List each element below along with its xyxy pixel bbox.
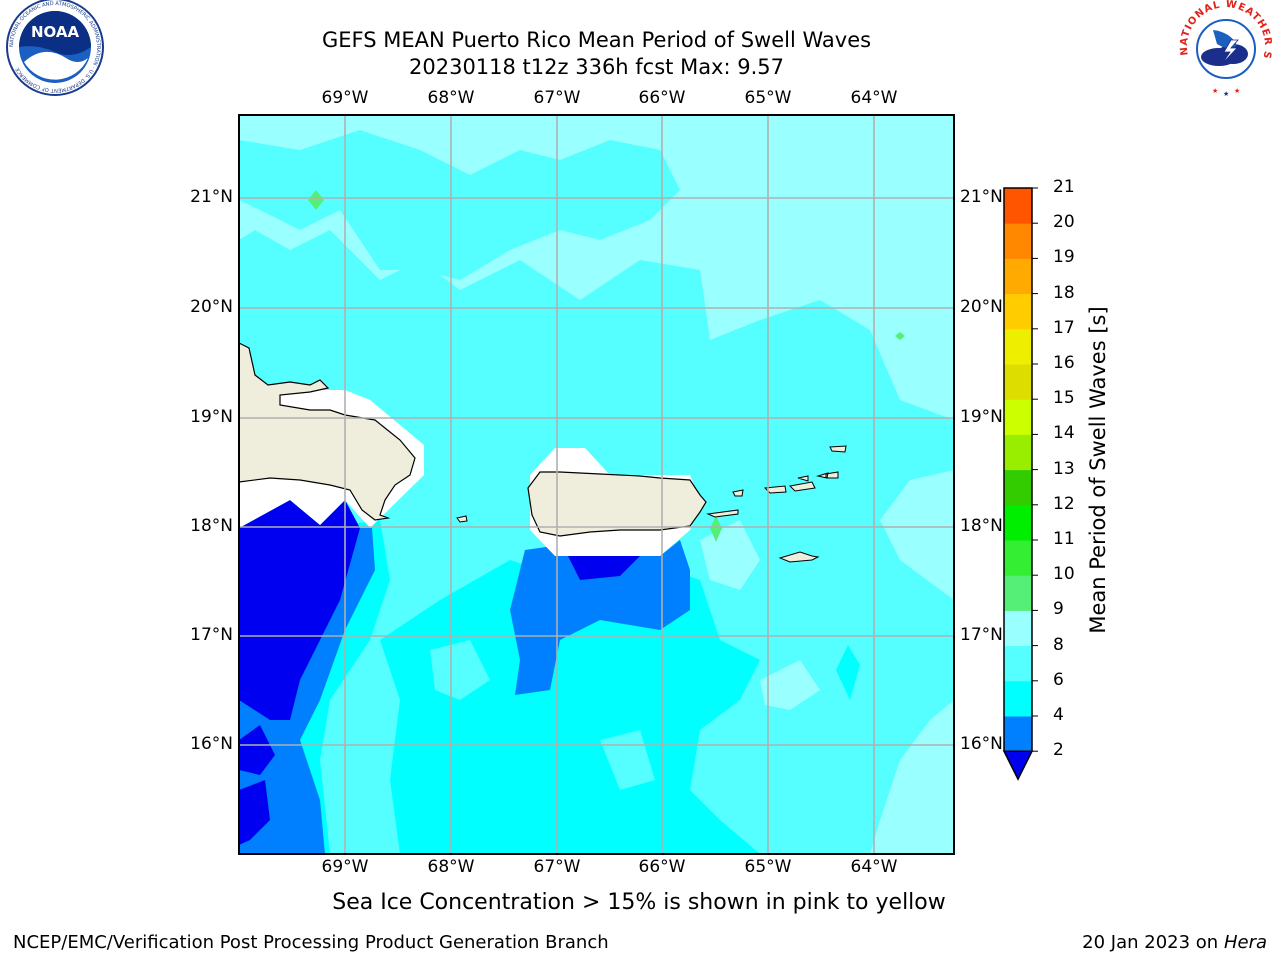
colorbar-tick-label: 21 [1053, 177, 1075, 197]
colorbar-tick-label: 8 [1053, 634, 1064, 655]
lon-label-bottom: 64°W [850, 857, 898, 877]
colorbar-segment [1004, 364, 1032, 400]
lat-label-left: 19°N [190, 407, 233, 427]
lat-label-right: 18°N [960, 516, 1003, 536]
colorbar-segment [1004, 258, 1032, 295]
colorbar-segment [1004, 434, 1032, 471]
land-hispaniola [239, 342, 416, 521]
lon-label-top: 67°W [533, 88, 581, 108]
colorbar-segment [1004, 469, 1032, 506]
lat-label-left: 21°N [190, 187, 233, 207]
lat-label-left: 16°N [190, 734, 233, 754]
contour-9-10-spot1 [308, 190, 324, 210]
svg-text:★: ★ [1223, 90, 1229, 98]
island-tortola [788, 481, 816, 492]
contour-6-8-top [239, 130, 680, 280]
colorbar-segment [1004, 504, 1032, 541]
contour-4-6-east-spot [836, 645, 860, 700]
island-virgin-gorda [797, 471, 839, 482]
colorbar-tick-label: 14 [1053, 423, 1075, 444]
colorbar-tick-label: 6 [1053, 669, 1064, 690]
lon-label-top: 65°W [744, 88, 792, 108]
svg-text:★: ★ [1212, 87, 1218, 95]
footer-branch: NCEP/EMC/Verification Post Processing Pr… [13, 932, 609, 953]
colorbar-extend-arrow [1002, 750, 1034, 781]
lat-label-left: 17°N [190, 625, 233, 645]
colorbar-segment [1004, 575, 1032, 611]
contour-below-2-west [239, 500, 360, 845]
colorbar-tick-label: 19 [1053, 247, 1075, 268]
colorbar-tick-label: 4 [1053, 705, 1064, 725]
colorbar-tick-label: 11 [1053, 529, 1075, 549]
colorbar-segment [1004, 645, 1032, 682]
colorbar-tick-label: 17 [1053, 317, 1075, 338]
island-st-thomas [732, 489, 744, 497]
colorbar-segment [1004, 716, 1032, 752]
island-mona [456, 515, 468, 523]
chart-subtitle: 20230118 t12z 336h fcst Max: 9.57 [409, 55, 784, 79]
footer-date: 20 Jan 2023 on Hera [1082, 932, 1267, 953]
contour-2-4-pr-south [510, 540, 690, 695]
colorbar-segment [1004, 223, 1032, 259]
lon-label-bottom: 66°W [638, 857, 686, 877]
colorbar-tick-label: 9 [1053, 599, 1064, 620]
colorbar-segment [1004, 328, 1032, 365]
lon-label-bottom: 67°W [533, 857, 581, 877]
svg-text:★: ★ [1234, 87, 1240, 95]
colorbar-tick-label: 12 [1053, 493, 1075, 514]
colorbar-tick-label: 13 [1053, 458, 1075, 479]
island-vieques [706, 509, 739, 518]
lat-label-right: 17°N [960, 625, 1003, 645]
colorbar-segment [1004, 399, 1032, 435]
lat-label-right: 19°N [960, 407, 1003, 427]
lon-label-top: 66°W [638, 88, 686, 108]
colorbar-label: Mean Period of Swell Waves [s] [1086, 306, 1110, 634]
sea-ice-note: Sea Ice Concentration > 15% is shown in … [332, 890, 946, 915]
island-anegada [829, 445, 847, 453]
lat-label-left: 18°N [190, 516, 233, 536]
contour-8-9-se2 [760, 660, 820, 710]
lat-label-left: 20°N [190, 297, 233, 317]
contour-9-10-spot2 [710, 516, 722, 542]
colorbar-tick-label: 10 [1053, 564, 1075, 585]
colorbar-tick-label: 15 [1053, 388, 1075, 409]
lat-label-right: 21°N [960, 187, 1003, 207]
lon-label-bottom: 65°W [744, 857, 792, 877]
map-frame [238, 114, 955, 855]
lat-label-right: 16°N [960, 734, 1003, 754]
nws-logo: NATIONAL WEATHER SERVICE ★ ★ ★ [1175, 0, 1272, 98]
island-st-croix [778, 551, 820, 563]
contour-8-9-southeast [870, 700, 954, 854]
lat-label-right: 20°N [960, 297, 1003, 317]
colorbar-tick-label: 2 [1053, 740, 1064, 761]
colorbar-segment [1004, 540, 1032, 576]
graticule [239, 115, 954, 854]
footer-date-text: 20 Jan 2023 on [1082, 932, 1224, 953]
contour-below-2-pr [568, 556, 640, 580]
lon-label-bottom: 69°W [321, 857, 369, 877]
colorbar-segment [1004, 293, 1032, 330]
lon-label-top: 64°W [850, 88, 898, 108]
lon-label-top: 68°W [427, 88, 475, 108]
colorbar-tick-label: 16 [1053, 353, 1075, 373]
colorbar-segment [1004, 610, 1032, 647]
colorbar [1002, 187, 1038, 781]
footer-host: Hera [1223, 932, 1267, 953]
lon-label-top: 69°W [321, 88, 369, 108]
colorbar-segment [1004, 680, 1032, 717]
contour-8-9-east [880, 470, 954, 600]
lon-label-bottom: 68°W [427, 857, 475, 877]
contour-6-8-pocket [430, 640, 490, 700]
colorbar-tick-label: 18 [1053, 282, 1075, 303]
noaa-logo: NATIONAL OCEANIC AND ATMOSPHERIC ADMINIS… [6, 0, 104, 96]
colorbar-tick-label: 20 [1053, 212, 1075, 233]
contour-9-10-spot3 [895, 332, 905, 340]
colorbar-segment [1004, 188, 1032, 224]
chart-title: GEFS MEAN Puerto Rico Mean Period of Swe… [321, 28, 872, 52]
noaa-logo-text: NOAA [31, 23, 80, 41]
